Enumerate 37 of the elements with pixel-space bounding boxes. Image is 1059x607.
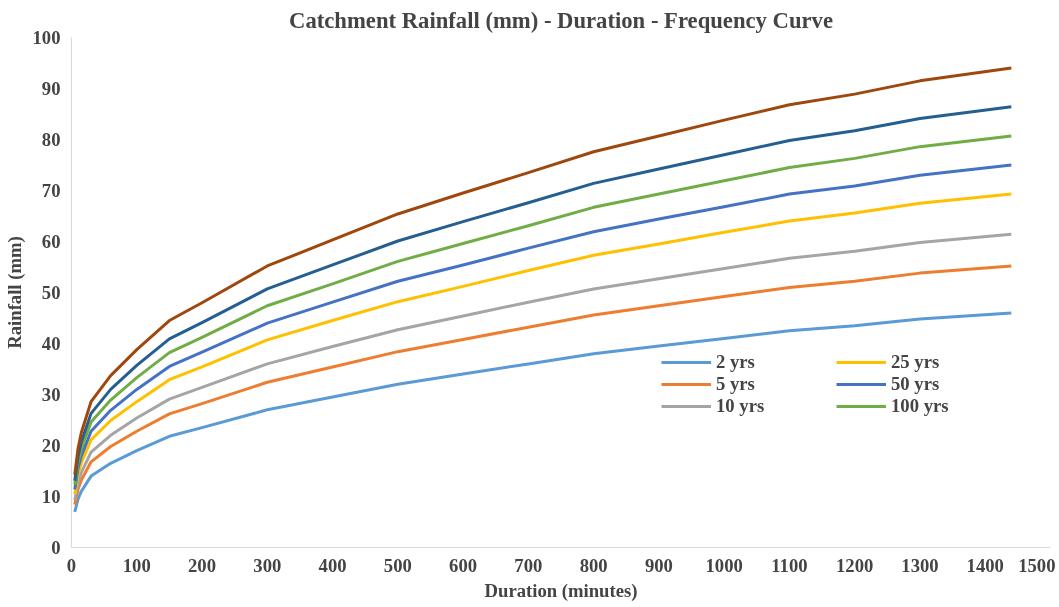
x-tick-label: 600: [449, 554, 478, 576]
x-tick-label: 400: [318, 554, 347, 576]
x-tick-label: 700: [514, 554, 543, 576]
legend-label: 5 yrs: [716, 373, 756, 395]
x-axis-title: Duration (minutes): [484, 579, 638, 602]
x-tick-label: 200: [188, 554, 217, 576]
x-tick-label: 800: [579, 554, 608, 576]
x-tick-label: 100: [122, 554, 151, 576]
y-tick-label: 70: [41, 180, 61, 201]
y-tick-label: 50: [41, 282, 61, 303]
legend-label: 50 yrs: [891, 373, 941, 395]
x-tick-label: 500: [383, 554, 412, 576]
legend-label: 25 yrs: [891, 351, 941, 373]
y-axis-title: Rainfall (mm): [3, 236, 26, 349]
y-tick-label: 60: [41, 231, 61, 252]
chart-title: Catchment Rainfall (mm) - Duration - Frequency Curve: [289, 7, 833, 33]
legend-label: 100 yrs: [891, 395, 950, 417]
y-tick-label: 40: [41, 333, 61, 354]
y-tick-label: 30: [41, 384, 61, 405]
legend-label: 10 yrs: [716, 395, 766, 417]
y-tick-label: 100: [32, 27, 61, 48]
x-tick-label: 1300: [901, 554, 939, 576]
y-tick-label: 20: [41, 435, 61, 456]
y-tick-label: 10: [41, 486, 61, 507]
y-tick-label: 90: [41, 78, 61, 99]
x-tick-label: 300: [253, 554, 282, 576]
x-tick-label: 1400: [966, 554, 1004, 576]
y-tick-label: 80: [41, 129, 61, 150]
y-tick-label: 0: [51, 537, 61, 558]
x-tick-label: 1500: [1018, 554, 1056, 576]
x-tick-label: 0: [66, 554, 77, 576]
line-series: [73, 311, 1013, 514]
legend-label: 2 yrs: [716, 351, 756, 373]
x-tick-label: 1000: [705, 554, 743, 576]
x-tick-label: 1200: [836, 554, 874, 576]
x-tick-label: 1100: [771, 554, 808, 576]
x-tick-label: 900: [644, 554, 673, 576]
